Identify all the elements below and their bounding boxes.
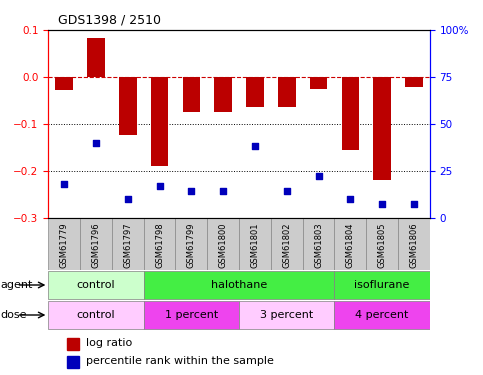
Text: control: control [77,310,115,320]
Text: 1 percent: 1 percent [165,310,218,320]
Point [92,140,100,146]
Bar [87,39,105,77]
FancyBboxPatch shape [335,271,430,299]
Point [60,181,68,187]
Text: GSM61801: GSM61801 [251,223,259,268]
Bar [68,338,79,350]
Bar [183,77,200,112]
Bar [310,77,327,88]
Text: log ratio: log ratio [86,339,133,348]
FancyBboxPatch shape [366,217,398,270]
FancyBboxPatch shape [144,217,175,270]
Point [124,196,132,202]
Text: GSM61796: GSM61796 [91,223,100,268]
FancyBboxPatch shape [112,217,144,270]
FancyBboxPatch shape [48,271,144,299]
Text: GSM61779: GSM61779 [60,223,69,268]
Text: isoflurane: isoflurane [355,280,410,290]
Bar [405,77,423,87]
Bar [151,77,169,166]
Point [378,201,386,207]
FancyBboxPatch shape [398,217,430,270]
Point [283,188,291,194]
FancyBboxPatch shape [48,217,80,270]
Text: GSM61803: GSM61803 [314,223,323,268]
FancyBboxPatch shape [144,301,239,329]
FancyBboxPatch shape [239,217,271,270]
Point [156,183,163,189]
Point [187,188,195,194]
Point [346,196,354,202]
Bar [373,77,391,180]
Point [251,143,259,149]
Text: GDS1398 / 2510: GDS1398 / 2510 [58,13,161,26]
Point [410,201,418,207]
Text: control: control [77,280,115,290]
FancyBboxPatch shape [335,217,366,270]
Bar [246,77,264,107]
Bar [278,77,296,107]
Text: dose: dose [0,310,27,320]
FancyBboxPatch shape [271,217,303,270]
FancyBboxPatch shape [303,217,335,270]
FancyBboxPatch shape [48,301,144,329]
Text: GSM61799: GSM61799 [187,223,196,268]
FancyBboxPatch shape [207,217,239,270]
Text: 3 percent: 3 percent [260,310,313,320]
Text: GSM61798: GSM61798 [155,223,164,268]
Bar [56,77,73,90]
Point [315,173,323,179]
Text: agent: agent [0,280,33,290]
FancyBboxPatch shape [144,271,335,299]
Text: GSM61805: GSM61805 [378,223,387,268]
FancyBboxPatch shape [175,217,207,270]
Text: GSM61806: GSM61806 [410,223,418,268]
FancyBboxPatch shape [80,217,112,270]
Text: GSM61802: GSM61802 [282,223,291,268]
Bar [119,77,137,135]
Text: percentile rank within the sample: percentile rank within the sample [86,357,274,366]
Text: GSM61797: GSM61797 [123,223,132,268]
Text: 4 percent: 4 percent [355,310,409,320]
FancyBboxPatch shape [239,301,335,329]
Point [219,188,227,194]
Text: GSM61804: GSM61804 [346,223,355,268]
FancyBboxPatch shape [335,301,430,329]
Bar [68,356,79,368]
Text: halothane: halothane [211,280,267,290]
Bar [341,77,359,150]
Text: GSM61800: GSM61800 [219,223,227,268]
Bar [214,77,232,112]
